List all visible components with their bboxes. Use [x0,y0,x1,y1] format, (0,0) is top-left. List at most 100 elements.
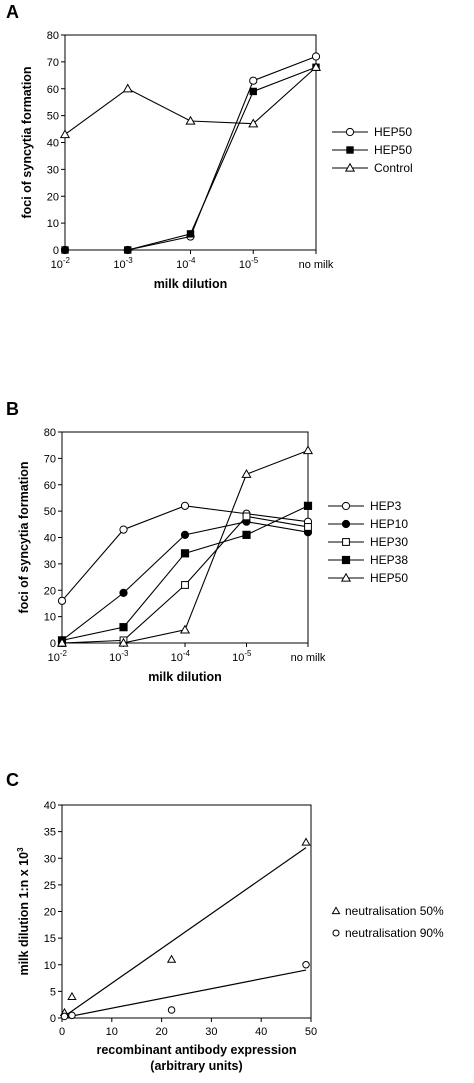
legend-label: HEP38 [370,553,408,567]
y-tick-label: 70 [47,57,59,69]
legend-marker [345,127,355,137]
x-tick-exponent: -5 [244,649,252,658]
y-tick-label: 20 [44,585,56,597]
data-point [186,230,195,238]
data-point [249,76,258,85]
y-axis-label: foci of syncytia formation [17,461,31,613]
legend: HEP50 HEP50 Control [332,125,413,175]
series-2 [61,63,320,254]
y-tick-label: 20 [47,191,59,203]
plot-frame [61,804,312,1019]
y-tick-label: 0 [53,245,59,257]
x-tick-label: no milk [299,259,334,271]
x-tick-base: 10 [109,652,121,664]
data-point [302,961,310,969]
series-2 [60,961,310,1021]
data-point [166,954,177,963]
legend-label: HEP30 [370,535,408,549]
y-tick-label: 80 [47,30,59,42]
data-point [122,83,133,93]
x-axis-label: milk dilution [148,670,222,684]
y-tick-label: 50 [47,111,59,123]
y-tick-label: 10 [47,218,59,230]
legend-label: HEP3 [370,499,402,513]
x-tick-label: 10-3 [113,256,133,271]
legend-marker [346,146,354,154]
series-1 [60,52,321,255]
legend-label: HEP10 [370,517,408,531]
y-tick-label: 60 [47,84,59,96]
x-tick-base: 10 [171,652,183,664]
data-point [185,115,196,125]
data-point [56,637,68,647]
legend-label: HEP50 [370,571,408,585]
x-tick-base: 10 [113,259,125,271]
legend-marker [341,519,351,529]
data-point [303,501,313,510]
legend-marker [344,162,356,172]
y-tick-label: 10 [44,612,56,624]
x-tick-label: 10-3 [109,649,129,664]
y-axis-label-exponent: 3 [16,847,25,852]
x-axis-label-units: (arbitrary units) [150,1059,242,1073]
y-tick-label: 70 [44,453,56,465]
chart-panel-c: 0 5 10 15 20 25 30 35 40 0 10 20 30 40 50 recombinant a… [16,800,444,1073]
x-tick-exponent: -5 [251,256,259,265]
y-axis-label-text: milk dilution 1:n x 10 [17,852,31,976]
data-point [59,129,71,139]
y-tick-label: 50 [44,506,56,518]
x-tick-label: 10-2 [48,649,68,664]
data-point [67,991,77,1001]
data-point [180,530,190,539]
x-axis-label: milk dilution [154,277,228,291]
data-point [124,246,132,254]
x-tick-base: 10 [48,652,60,664]
y-tick-label: 30 [47,164,59,176]
legend: HEP3 HEP10 HEP30 HEP38 HEP50 [328,499,408,585]
legend-marker [340,572,352,582]
fit-line [61,969,307,1019]
y-tick-label: 15 [44,933,56,945]
data-point [181,581,189,589]
x-tick-label: 10-5 [232,649,252,664]
x-tick-base: 10 [232,652,244,664]
y-tick-label: 40 [44,533,56,545]
data-point [302,445,314,455]
data-point [179,624,191,634]
y-tick-label: 0 [50,638,56,650]
series-line [61,521,309,641]
x-tick-exponent: -2 [60,649,68,658]
data-point [119,525,128,534]
y-axis-label: milk dilution 1:n x 103 [16,847,31,976]
fit-line [61,847,307,1019]
legend-marker [331,906,341,915]
data-point [119,623,128,632]
x-tick-label: 10-2 [51,256,71,271]
y-tick-label: 0 [50,1013,56,1025]
panel-letter-c: C [6,770,19,790]
x-tick-base: 10 [51,259,63,271]
x-tick-exponent: -3 [121,649,129,658]
data-point [242,512,251,521]
plot-frame [64,34,317,251]
y-tick-label: 20 [44,907,56,919]
legend-marker [341,555,351,565]
y-tick-label: 10 [44,960,56,972]
y-tick-label: 30 [44,853,56,865]
legend: neutralisation 50% neutralisation 90% [331,904,444,940]
series-5 [56,445,314,647]
data-point [249,87,257,96]
x-tick-label: 0 [59,1026,65,1038]
series-3 [59,62,322,139]
data-point [118,637,129,647]
x-axis-label: recombinant antibody expression [96,1043,296,1057]
data-point [60,1012,69,1021]
x-tick-exponent: -2 [63,256,71,265]
y-tick-label: 60 [44,480,56,492]
x-tick-base: 10 [176,259,188,271]
series-line [65,66,317,251]
y-tick-label: 40 [44,800,56,812]
x-tick-label: 20 [155,1026,167,1038]
